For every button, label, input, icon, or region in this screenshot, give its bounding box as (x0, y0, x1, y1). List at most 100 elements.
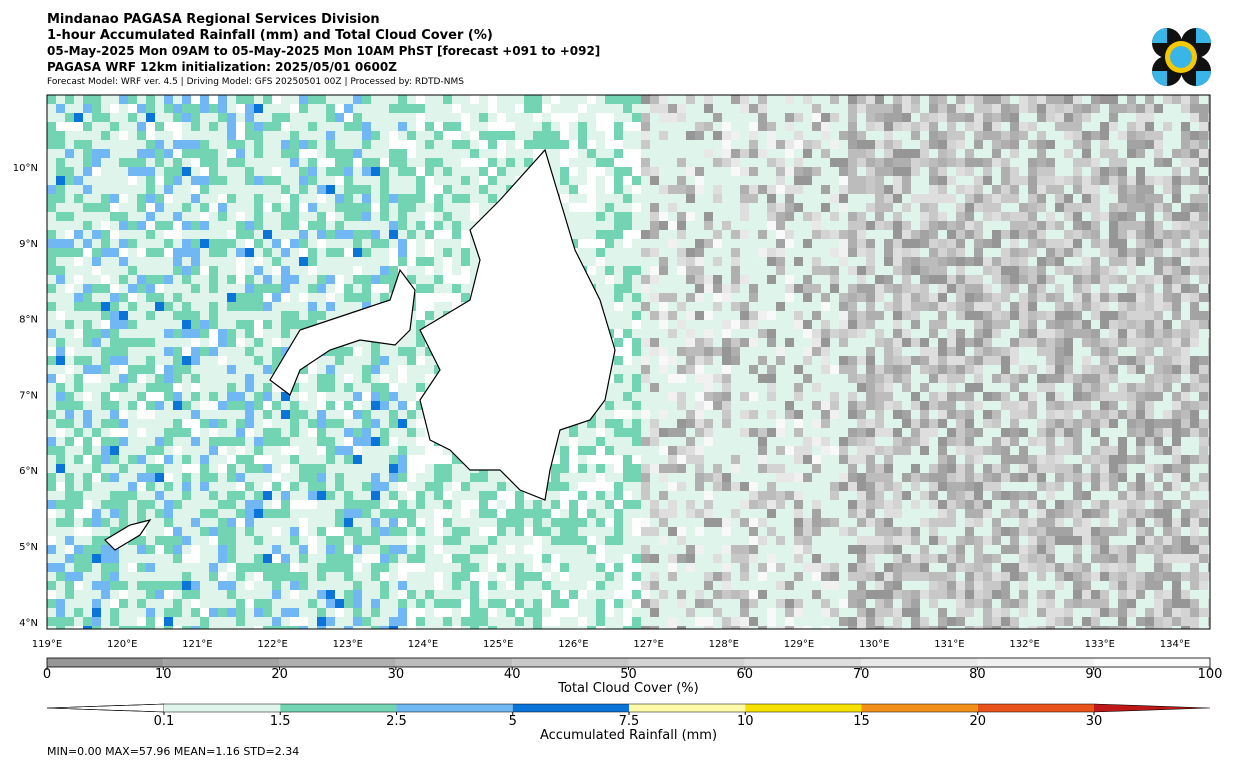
field-cell (740, 203, 749, 212)
field-cell (146, 95, 155, 104)
field-cell (317, 374, 326, 383)
field-cell (1046, 293, 1055, 302)
field-cell (695, 419, 704, 428)
field-cell (353, 266, 362, 275)
field-cell (938, 419, 947, 428)
field-cell (1046, 176, 1055, 185)
field-cell (911, 500, 920, 509)
field-cell (659, 509, 668, 518)
field-cell (200, 401, 209, 410)
field-cell (812, 311, 821, 320)
field-cell (326, 554, 335, 563)
field-cell (164, 383, 173, 392)
field-cell (776, 185, 785, 194)
field-cell (902, 563, 911, 572)
field-cell (974, 275, 983, 284)
field-cell (1118, 383, 1127, 392)
field-cell (974, 113, 983, 122)
field-cell (101, 194, 110, 203)
field-cell (1100, 590, 1109, 599)
field-cell (425, 212, 434, 221)
field-cell (632, 122, 641, 131)
field-cell (164, 104, 173, 113)
field-cell (1154, 194, 1163, 203)
field-cell (560, 167, 569, 176)
field-cell (299, 104, 308, 113)
field-cell (641, 464, 650, 473)
field-cell (425, 248, 434, 257)
field-cell (47, 230, 56, 239)
field-cell (272, 266, 281, 275)
field-cell (884, 140, 893, 149)
field-cell (281, 185, 290, 194)
field-cell (569, 491, 578, 500)
field-cell (983, 500, 992, 509)
field-cell (443, 473, 452, 482)
field-cell (281, 626, 290, 629)
field-cell (155, 302, 164, 311)
field-cell (1208, 608, 1210, 617)
field-cell (434, 122, 443, 131)
field-cell (839, 230, 848, 239)
field-cell (245, 518, 254, 527)
field-cell (1163, 185, 1172, 194)
field-cell (695, 185, 704, 194)
field-cell (335, 563, 344, 572)
field-cell (794, 527, 803, 536)
field-cell (659, 257, 668, 266)
field-cell (344, 158, 353, 167)
field-cell (479, 473, 488, 482)
field-cell (344, 203, 353, 212)
field-cell (326, 365, 335, 374)
field-cell (641, 365, 650, 374)
field-cell (929, 365, 938, 374)
field-cell (1001, 275, 1010, 284)
field-cell (1100, 437, 1109, 446)
field-cell (92, 545, 101, 554)
field-cell (317, 572, 326, 581)
field-cell (470, 590, 479, 599)
field-cell (1145, 383, 1154, 392)
rain-tick-label: 2.5 (386, 714, 407, 729)
field-cell (1163, 239, 1172, 248)
field-cell (101, 545, 110, 554)
field-cell (1118, 491, 1127, 500)
field-cell (1136, 104, 1145, 113)
field-cell (1028, 311, 1037, 320)
field-cell (398, 509, 407, 518)
field-cell (1199, 194, 1208, 203)
field-cell (254, 572, 263, 581)
field-cell (1010, 419, 1019, 428)
field-cell (875, 221, 884, 230)
field-cell (785, 581, 794, 590)
field-cell (938, 572, 947, 581)
field-cell (704, 491, 713, 500)
field-cell (578, 203, 587, 212)
field-cell (344, 113, 353, 122)
field-cell (623, 104, 632, 113)
field-cell (776, 563, 785, 572)
field-cell (461, 140, 470, 149)
field-cell (641, 473, 650, 482)
field-cell (848, 392, 857, 401)
field-cell (1046, 491, 1055, 500)
field-cell (641, 518, 650, 527)
field-cell (344, 401, 353, 410)
field-cell (164, 545, 173, 554)
field-cell (1037, 158, 1046, 167)
field-cell (758, 563, 767, 572)
field-cell (263, 437, 272, 446)
field-cell (1100, 608, 1109, 617)
field-cell (920, 140, 929, 149)
field-cell (506, 491, 515, 500)
field-cell (281, 491, 290, 500)
field-cell (758, 428, 767, 437)
field-cell (56, 455, 65, 464)
field-cell (911, 266, 920, 275)
field-cell (425, 257, 434, 266)
field-cell (1127, 194, 1136, 203)
field-cell (272, 203, 281, 212)
field-cell (695, 131, 704, 140)
field-cell (965, 446, 974, 455)
field-cell (749, 527, 758, 536)
